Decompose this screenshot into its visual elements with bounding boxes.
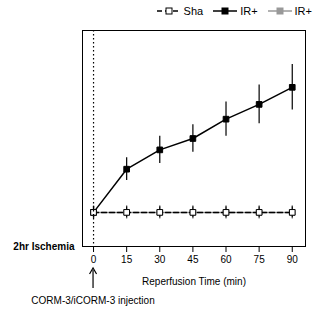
svg-text:45: 45 (187, 254, 199, 265)
svg-text:30: 30 (154, 254, 166, 265)
html-text:Sha: Sha (183, 5, 204, 17)
svg-text:90: 90 (287, 254, 299, 265)
html-text:IR+: IR+ (240, 5, 258, 17)
svg-text:Reperfusion Time (min): Reperfusion Time (min) (142, 276, 246, 287)
svg-text:CORM-3/iCORM-3 injection: CORM-3/iCORM-3 injection (31, 295, 154, 306)
svg-text:75: 75 (254, 254, 266, 265)
svg-text:2hr Ischemia: 2hr Ischemia (13, 241, 75, 252)
html-text:IR+: IR+ (294, 5, 312, 17)
svg-text:60: 60 (220, 254, 232, 265)
svg-text:15: 15 (121, 254, 133, 265)
svg-text:0: 0 (91, 254, 97, 265)
